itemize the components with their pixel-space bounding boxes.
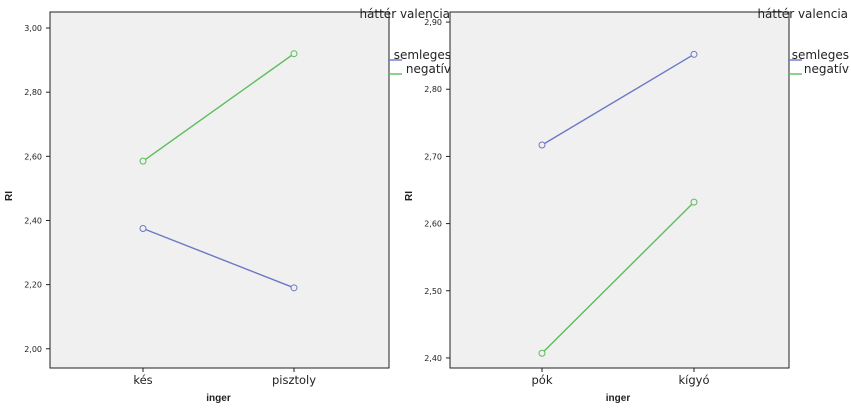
- legend-title: háttér valencia: [757, 7, 848, 21]
- y-tick-label: 2,80: [424, 85, 442, 94]
- y-axis-label: RI: [404, 191, 415, 201]
- data-point: [690, 198, 698, 206]
- legend-entry: semleges: [394, 48, 451, 62]
- y-tick-label: 2,20: [24, 281, 42, 290]
- y-tick-label: 2,40: [24, 216, 42, 225]
- x-tick-label: pók: [532, 373, 553, 387]
- series-line-semleges: [541, 53, 695, 146]
- data-point: [538, 349, 546, 357]
- y-tick-label: 2,00: [24, 345, 42, 354]
- legend-title: háttér valencia: [359, 7, 450, 21]
- x-tick-label: kígyó: [679, 373, 710, 387]
- y-tick-label: 2,40: [424, 354, 442, 363]
- data-point: [139, 224, 147, 232]
- data-point: [139, 157, 147, 165]
- plot-area: [449, 11, 790, 369]
- legend-entry: negatív: [804, 62, 849, 76]
- y-tick-label: 2,70: [424, 152, 442, 161]
- chart-1: 2,00 2,20 2,40 2,60 2,80 3,00 kés pisztoly inger…: [4, 7, 451, 404]
- y-tick-label: 2,50: [424, 287, 442, 296]
- y-tick-label: 2,60: [24, 152, 42, 161]
- x-tick-label: kés: [133, 373, 152, 387]
- chart-2: 2,40 2,50 2,60 2,70 2,80 2,90 pók kígyó inger RI s…: [404, 7, 849, 404]
- data-point: [290, 50, 298, 58]
- legend-entry: negatív: [406, 62, 451, 76]
- legend-entry: semleges: [792, 48, 849, 62]
- x-tick-label: pisztoly: [272, 373, 316, 387]
- y-axis-label: RI: [4, 191, 15, 201]
- y-tick-label: 2,90: [424, 18, 442, 27]
- series-line-semleges: [142, 227, 295, 289]
- series-line-negatív: [142, 53, 295, 162]
- y-tick-label: 3,00: [24, 24, 42, 33]
- plot-area: [49, 11, 390, 369]
- x-axis-label: inger: [206, 393, 231, 404]
- y-tick-label: 2,60: [424, 220, 442, 229]
- data-point: [290, 284, 298, 292]
- y-tick-label: 2,80: [24, 88, 42, 97]
- x-axis-label: inger: [606, 393, 631, 404]
- data-point: [690, 50, 698, 58]
- data-point: [538, 141, 546, 149]
- series-line-negatív: [541, 201, 695, 354]
